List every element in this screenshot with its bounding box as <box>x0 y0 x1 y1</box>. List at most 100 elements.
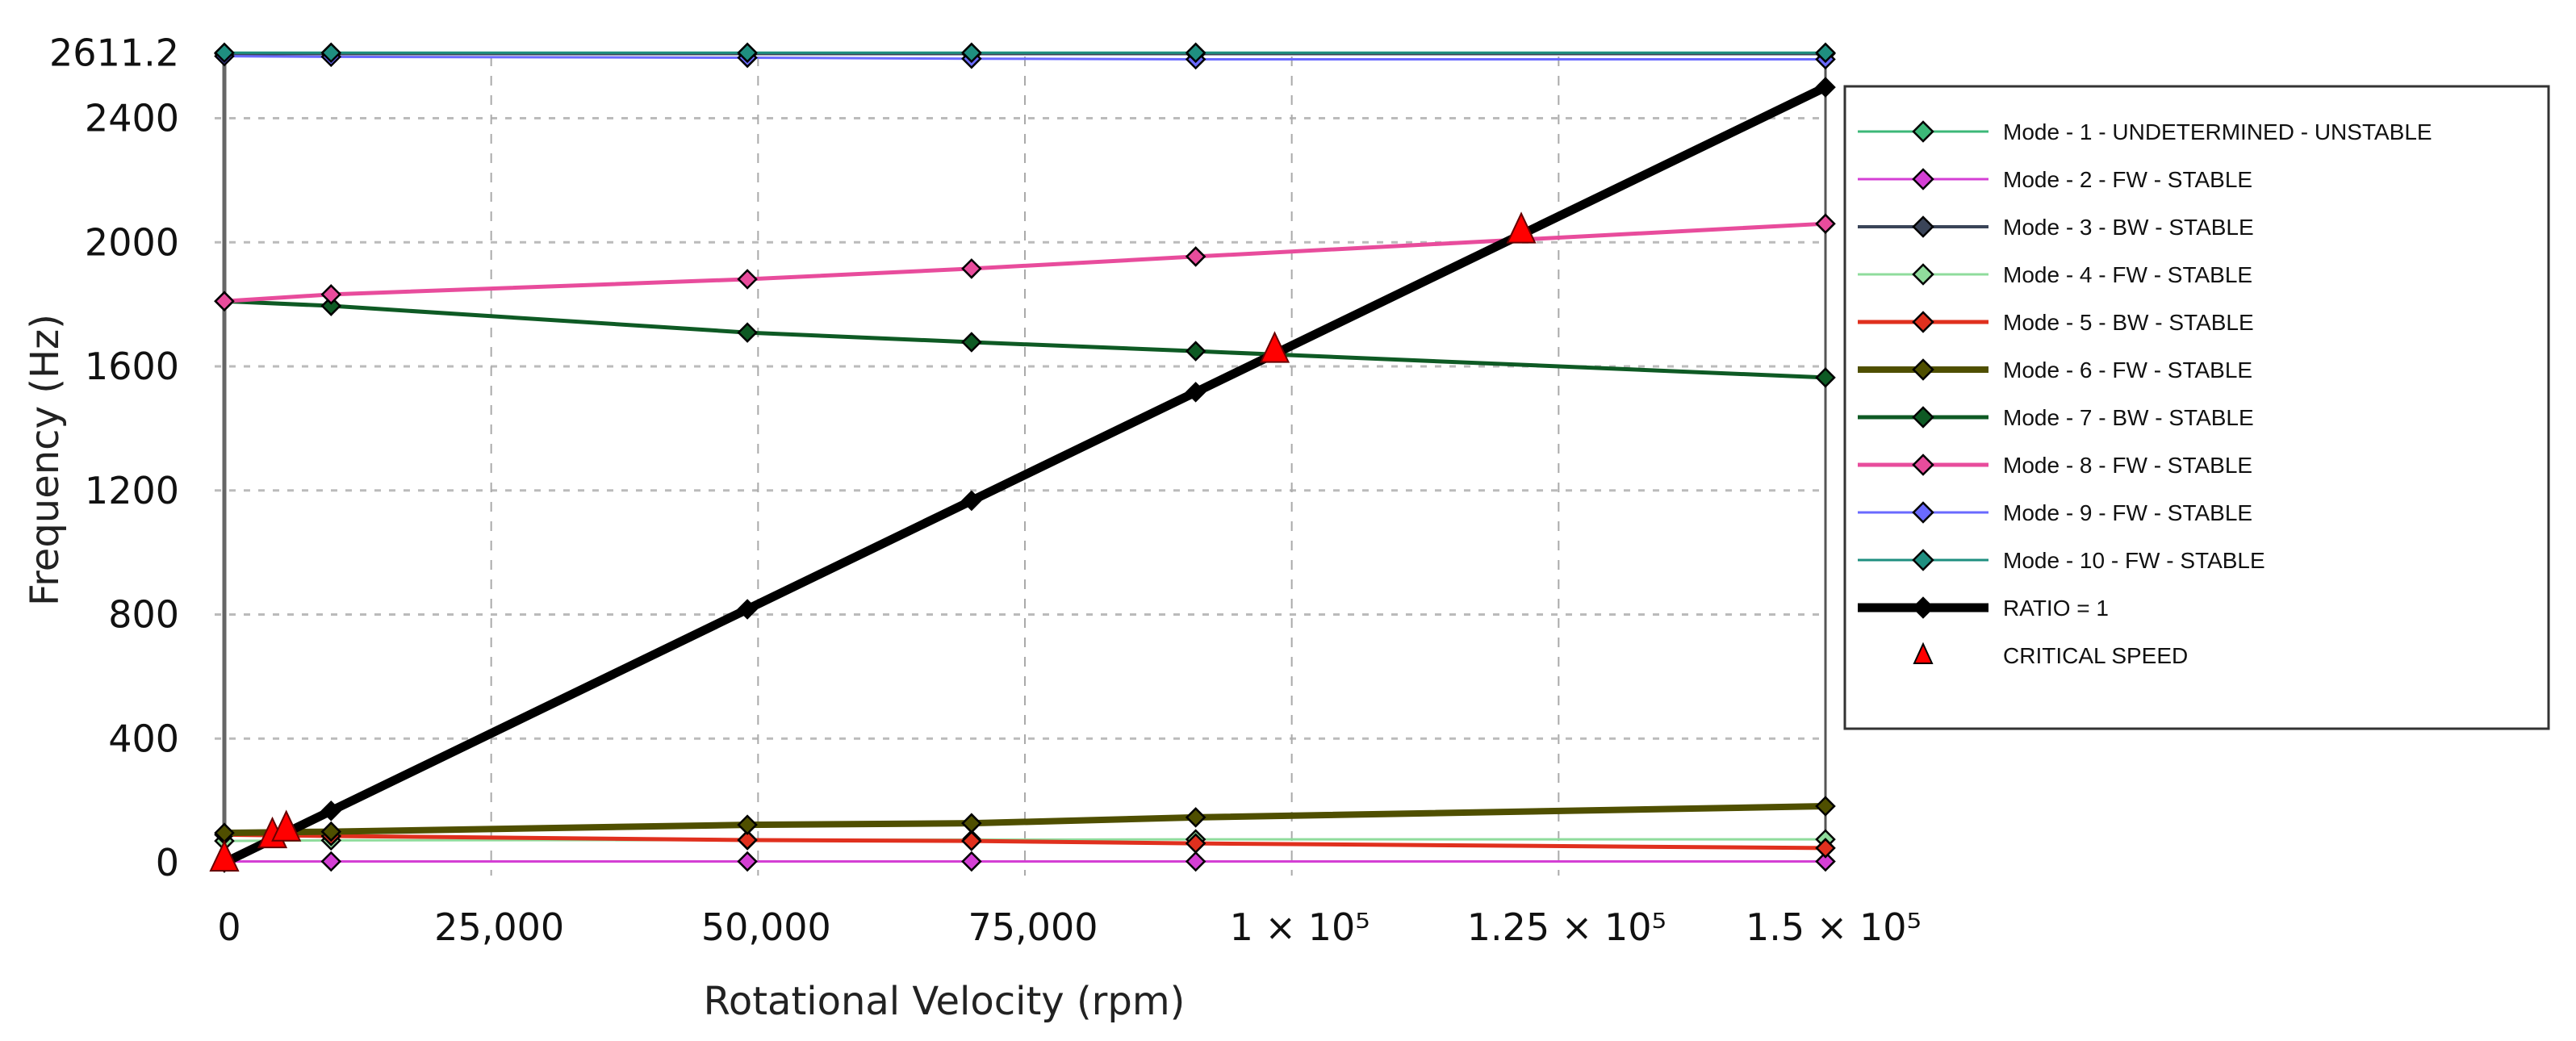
series-line <box>224 832 1826 851</box>
legend-label: Mode - 6 - FW - STABLE <box>2003 357 2252 383</box>
legend-diamond-icon <box>1912 120 1934 143</box>
critical-speed-triangle-icon <box>209 839 240 872</box>
series-lines <box>214 42 1836 873</box>
data-point-marker <box>214 42 235 64</box>
data-point-marker <box>320 801 342 822</box>
legend-diamond-icon <box>1912 454 1934 476</box>
legend-diamond-icon <box>1912 215 1934 238</box>
legend-label: Mode - 10 - FW - STABLE <box>2003 548 2265 573</box>
data-point-marker <box>1185 42 1206 64</box>
legend-label: Mode - 9 - FW - STABLE <box>2003 500 2252 525</box>
x-tick-label: 50,000 <box>701 905 831 949</box>
x-tick-label: 1.25 × 10⁵ <box>1467 905 1666 949</box>
legend-item: Mode - 10 - FW - STABLE <box>1858 548 2265 573</box>
legend-label: Mode - 2 - FW - STABLE <box>2003 167 2252 192</box>
legend-label: Mode - 7 - BW - STABLE <box>2003 405 2254 430</box>
x-axis-title: Rotational Velocity (rpm) <box>704 979 1186 1024</box>
critical-speed-triangle-icon <box>1259 331 1290 363</box>
legend-diamond-icon <box>1912 311 1934 333</box>
legend-diamond-icon <box>1912 501 1934 524</box>
legend-label: RATIO = 1 <box>2003 596 2109 621</box>
data-point-marker <box>320 851 342 872</box>
legend-item: Mode - 6 - FW - STABLE <box>1858 357 2252 383</box>
data-point-marker <box>320 42 342 64</box>
data-point-marker <box>320 284 342 305</box>
series-8 <box>214 213 1836 312</box>
x-tick-label: 1.5 × 10⁵ <box>1746 905 1922 949</box>
legend-diamond-icon <box>1912 168 1934 190</box>
legend-diamond-icon <box>1912 406 1934 429</box>
data-point-marker <box>961 851 982 872</box>
data-point-marker <box>961 490 982 512</box>
data-point-marker <box>320 821 342 842</box>
legend-item: Mode - 1 - UNDETERMINED - UNSTABLE <box>1858 119 2432 144</box>
critical-speed-markers <box>209 211 1537 872</box>
data-point-marker <box>737 599 758 620</box>
data-point-marker <box>737 269 758 290</box>
y-tick-label: 400 <box>108 717 179 760</box>
legend-item-critical: CRITICAL SPEED <box>1913 642 2188 668</box>
data-point-marker <box>1815 77 1836 98</box>
y-axis-title: Frequency (Hz) <box>23 314 68 606</box>
legend-label: Mode - 5 - BW - STABLE <box>2003 310 2254 335</box>
data-point-marker <box>961 42 982 64</box>
critical-speed-triangle-icon <box>271 809 302 842</box>
data-point-marker <box>1185 246 1206 267</box>
data-point-marker <box>737 814 758 835</box>
data-point-marker <box>737 42 758 64</box>
series-line <box>224 221 1826 303</box>
legend-diamond-icon <box>1912 263 1934 286</box>
data-point-marker <box>1185 807 1206 828</box>
y-tick-label: 1200 <box>85 469 179 512</box>
legend-item: Mode - 9 - FW - STABLE <box>1858 500 2252 525</box>
series-6 <box>214 796 1836 843</box>
legend-label: Mode - 8 - FW - STABLE <box>2003 453 2252 478</box>
series-line <box>224 299 1826 380</box>
data-point-marker <box>214 291 235 312</box>
y-tick-label: 1600 <box>85 345 179 388</box>
x-tick-label: 25,000 <box>434 905 564 949</box>
legend-diamond-icon <box>1912 358 1934 381</box>
legend-item: RATIO = 1 <box>1858 596 2109 621</box>
data-point-marker <box>320 295 342 316</box>
legend-item: Mode - 2 - FW - STABLE <box>1858 167 2252 192</box>
data-point-marker <box>1815 796 1836 817</box>
legend-item: Mode - 4 - FW - STABLE <box>1858 262 2252 287</box>
critical-speed-triangle-icon <box>1913 642 1934 664</box>
data-point-marker <box>1815 851 1836 872</box>
legend-label: CRITICAL SPEED <box>2003 643 2188 668</box>
legend-label: Mode - 3 - BW - STABLE <box>2003 215 2254 240</box>
x-tick-label: 0 <box>217 905 240 949</box>
data-point-marker <box>961 813 982 834</box>
series-line <box>224 803 1826 837</box>
data-point-marker <box>737 322 758 343</box>
data-point-marker <box>1185 851 1206 872</box>
legend-item: Mode - 8 - FW - STABLE <box>1858 453 2252 478</box>
y-tick-labels: 0 400 800 1200 1600 2000 2400 2611.2 <box>49 31 179 884</box>
data-point-marker <box>737 830 758 851</box>
series-line <box>222 83 1828 867</box>
data-point-marker <box>1815 367 1836 388</box>
y-tick-label: 0 <box>156 841 179 884</box>
legend-diamond-icon <box>1912 596 1934 619</box>
x-tick-label: 75,000 <box>968 905 1098 949</box>
legend-label: Mode - 1 - UNDETERMINED - UNSTABLE <box>2003 119 2432 144</box>
data-point-marker <box>961 830 982 851</box>
x-tick-labels: 0 25,000 50,000 75,000 1 × 10⁵ 1.25 × 10⁵ 1.5 … <box>217 905 1922 949</box>
data-point-marker <box>737 851 758 872</box>
series-line <box>224 55 1825 61</box>
y-tick-label: 2000 <box>85 220 179 264</box>
legend-item: Mode - 7 - BW - STABLE <box>1858 405 2254 430</box>
data-point-marker <box>961 258 982 279</box>
data-point-marker <box>961 332 982 353</box>
data-point-marker <box>1815 213 1836 234</box>
critical-speed-triangle-icon <box>1506 211 1537 244</box>
y-tick-label: 800 <box>108 593 179 637</box>
x-tick-label: 1 × 10⁵ <box>1230 905 1370 949</box>
legend-diamond-icon <box>1912 549 1934 571</box>
data-point-marker <box>1815 42 1836 64</box>
y-tick-label: 2611.2 <box>49 31 179 74</box>
legend-box <box>1843 85 2550 730</box>
data-point-marker <box>1185 833 1206 854</box>
